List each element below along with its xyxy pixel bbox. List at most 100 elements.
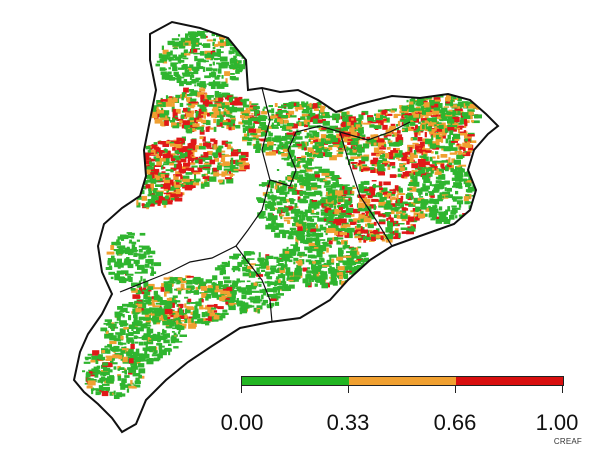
vegetation-patch [458,110,461,116]
vegetation-patch [373,142,377,146]
vegetation-patch [214,43,219,47]
vegetation-patch [128,302,134,305]
vegetation-patch [302,232,305,235]
vegetation-patch [389,162,396,166]
vegetation-patch [186,34,189,36]
vegetation-patch [406,117,414,119]
vegetation-patch [181,96,184,101]
vegetation-patch [197,318,204,324]
vegetation-patch [387,164,392,167]
vegetation-patch [164,288,173,294]
vegetation-patch [189,77,192,80]
vegetation-patch [224,107,227,112]
vegetation-patch [392,132,398,137]
vegetation-patch [323,179,328,182]
vegetation-patch [243,303,249,308]
vegetation-patch [454,108,463,111]
vegetation-patch [472,120,480,124]
vegetation-patch [240,64,244,70]
vegetation-patch [201,174,206,177]
vegetation-patch [292,158,296,161]
vegetation-patch [232,47,240,53]
vegetation-patch [252,123,255,128]
vegetation-patch [214,95,223,98]
vegetation-patch [153,156,158,160]
vegetation-patch [156,109,160,114]
vegetation-patch [326,112,330,118]
vegetation-patch [199,129,205,135]
vegetation-patch [106,251,115,255]
vegetation-patch [455,215,458,219]
vegetation-patch [242,120,250,123]
vegetation-patch [108,271,115,275]
vegetation-patch [262,299,268,304]
vegetation-patch [183,107,188,112]
vegetation-patch [320,232,324,237]
vegetation-patch [132,373,141,377]
vegetation-patch [120,329,126,335]
vegetation-patch [218,92,222,94]
vegetation-patch [180,52,187,58]
vegetation-patch [312,118,318,124]
vegetation-patch [101,350,106,354]
vegetation-patch [456,165,461,168]
vegetation-patch [320,115,323,119]
vegetation-patch [399,105,403,109]
vegetation-patch [230,96,238,99]
vegetation-patch [328,225,336,230]
vegetation-patch [337,237,344,240]
vegetation-patch [413,108,421,111]
vegetation-patch [186,285,195,290]
vegetation-patch [454,207,461,210]
vegetation-patch [455,125,464,128]
vegetation-patch [347,227,355,233]
vegetation-patch [179,123,182,127]
vegetation-patch [145,322,151,325]
vegetation-patch [162,311,166,317]
vegetation-patch [137,363,145,368]
vegetation-patch [330,254,337,258]
vegetation-patch [312,261,316,264]
vegetation-patch [177,277,184,281]
vegetation-patch [255,281,263,284]
vegetation-patch [349,128,354,134]
vegetation-patch [331,138,335,144]
vegetation-patch [399,163,404,167]
vegetation-patch [342,186,345,190]
vegetation-patch [109,391,114,396]
vegetation-patch [246,280,251,283]
vegetation-patch [228,50,232,55]
vegetation-patch [136,200,139,206]
vegetation-patch [168,343,172,346]
vegetation-patch [240,114,245,119]
vegetation-patch [387,193,392,197]
vegetation-patch [395,201,400,207]
vegetation-patch [432,113,436,117]
vegetation-patch [276,209,282,214]
vegetation-patch [358,218,364,223]
vegetation-patch [253,145,261,149]
vegetation-patch [320,107,325,113]
vegetation-patch [147,179,152,183]
vegetation-patch [283,219,290,222]
vegetation-patch [420,114,424,119]
vegetation-patch [409,101,414,105]
vegetation-patch [361,212,365,215]
vegetation-patch [197,285,201,290]
vegetation-patch [128,350,132,353]
vegetation-patch [178,307,182,313]
vegetation-patch [250,103,259,106]
vegetation-patch [211,290,218,296]
vegetation-patch [366,233,370,237]
vegetation-patch [185,33,189,39]
vegetation-patch [451,177,459,181]
vegetation-patch [147,326,151,332]
vegetation-patch [394,185,399,191]
vegetation-patch [161,172,170,176]
vegetation-patch [310,135,315,138]
vegetation-patch [378,213,383,217]
vegetation-patch [187,318,194,324]
vegetation-patch [122,356,128,363]
vegetation-patch [101,356,106,361]
